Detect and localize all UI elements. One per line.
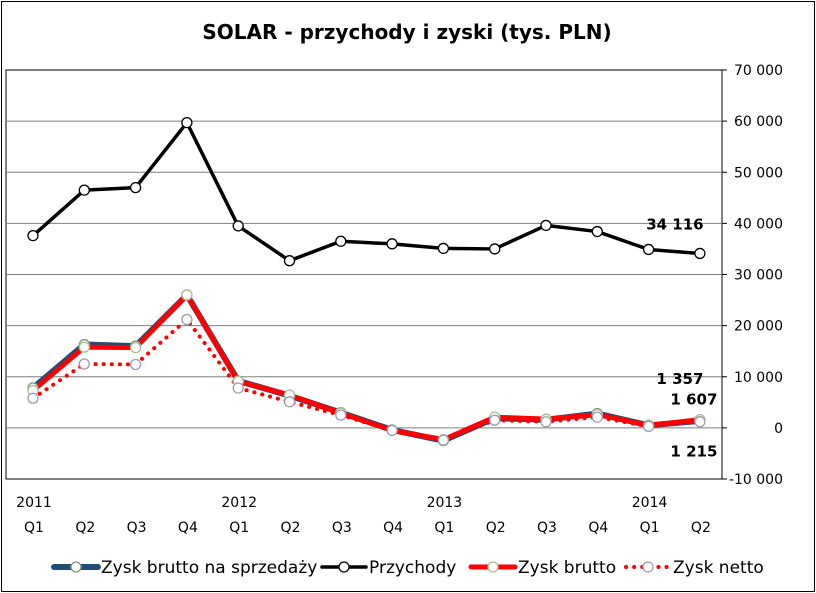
data-point (386, 424, 398, 437)
data-point (540, 416, 552, 428)
legend-swatch-marker (487, 561, 499, 573)
data-point (232, 220, 244, 232)
data-point (181, 117, 193, 129)
series-lines (30, 120, 703, 444)
data-point (129, 358, 142, 371)
series-line-przychody (31, 120, 702, 263)
x-tick-label: Q4 (588, 520, 608, 536)
x-year-label: 2013 (427, 495, 463, 511)
x-tick-label: Q2 (281, 520, 301, 536)
y-axis: -10 000 0 10 000 20 000 30 000 40 000 50 000 60… (722, 63, 783, 488)
data-point (283, 396, 296, 408)
y-tick-label: -10 000 (729, 472, 783, 488)
x-tick-label: Q2 (486, 520, 506, 536)
y-tick-label: 0 (774, 421, 783, 437)
legend-swatch-marker (642, 561, 654, 573)
x-tick-label: Q1 (229, 520, 249, 536)
data-point (540, 219, 552, 232)
x-tick-label: Q3 (332, 520, 352, 536)
series-points (27, 117, 706, 447)
data-point (335, 409, 347, 421)
y-tick-label: 10 000 (734, 370, 783, 386)
x-axis: Q1 Q2 Q3 Q4 Q1 Q2 Q3 Q4 Q1 Q2 Q3 Q4 Q1 Q2 2011 2012 2013… (16, 495, 711, 536)
data-point (78, 341, 90, 353)
x-tick-label: Q1 (434, 520, 454, 536)
gridlines (6, 120, 722, 429)
data-point (129, 341, 142, 354)
data-point (437, 242, 450, 255)
legend-label: Zysk brutto (518, 558, 616, 578)
x-year-label: 2014 (632, 495, 668, 511)
y-tick-label: 30 000 (734, 268, 783, 284)
data-point (232, 382, 244, 394)
data-point (386, 238, 398, 250)
x-year-label: 2012 (221, 495, 257, 511)
x-tick-label: Q3 (537, 520, 557, 536)
data-point (78, 358, 90, 370)
legend-label: Przychody (369, 558, 456, 578)
series-line-zysk-brutto (30, 292, 703, 443)
data-point (335, 235, 347, 247)
legend-label: Zysk netto (673, 558, 764, 578)
data-point (591, 411, 603, 423)
y-tick-label: 50 000 (734, 165, 783, 181)
data-point (27, 392, 39, 404)
data-point (27, 229, 39, 242)
x-year-label: 2011 (16, 495, 52, 511)
x-tick-label: Q2 (75, 520, 95, 536)
x-tick-label: Q4 (383, 520, 403, 536)
x-tick-label: Q4 (178, 520, 198, 536)
legend-swatch-marker (338, 561, 350, 573)
legend-item: Zysk netto (624, 558, 764, 578)
data-point (181, 289, 193, 301)
chart-title: SOLAR - przychody i zyski (tys. PLN) (202, 20, 611, 44)
data-point (283, 255, 296, 267)
x-tick-label: Q1 (24, 520, 44, 536)
data-point (642, 243, 655, 256)
y-tick-label: 40 000 (734, 216, 783, 232)
data-point (642, 420, 655, 432)
data-labels: 34 116 1 357 1 607 1 215 (646, 215, 717, 460)
data-point (78, 184, 90, 196)
data-point (694, 416, 706, 428)
x-tick-label: Q1 (640, 520, 660, 536)
legend: Zysk brutto na sprzedaży Przychody Zysk br… (51, 558, 764, 578)
legend-item: Zysk brutto na sprzedaży (51, 558, 317, 578)
legend-item: Przychody (320, 558, 456, 578)
legend-label: Zysk brutto na sprzedaży (101, 558, 317, 578)
data-point (489, 243, 501, 255)
data-label: 34 116 (646, 215, 703, 233)
data-label: 1 607 (670, 391, 717, 409)
data-label: 1 215 (670, 443, 717, 461)
data-point (181, 313, 193, 326)
y-tick-label: 20 000 (734, 319, 783, 335)
data-point (591, 225, 603, 238)
legend-swatch-marker (70, 561, 82, 573)
x-tick-label: Q2 (691, 520, 711, 536)
data-label: 1 357 (656, 370, 703, 388)
data-point (129, 181, 142, 194)
y-tick-label: 60 000 (734, 114, 783, 130)
data-point (694, 247, 706, 260)
legend-item: Zysk brutto (468, 558, 616, 578)
y-tick-label: 70 000 (734, 63, 783, 79)
data-point (489, 414, 501, 426)
data-point (437, 434, 450, 446)
x-tick-label: Q3 (127, 520, 147, 536)
